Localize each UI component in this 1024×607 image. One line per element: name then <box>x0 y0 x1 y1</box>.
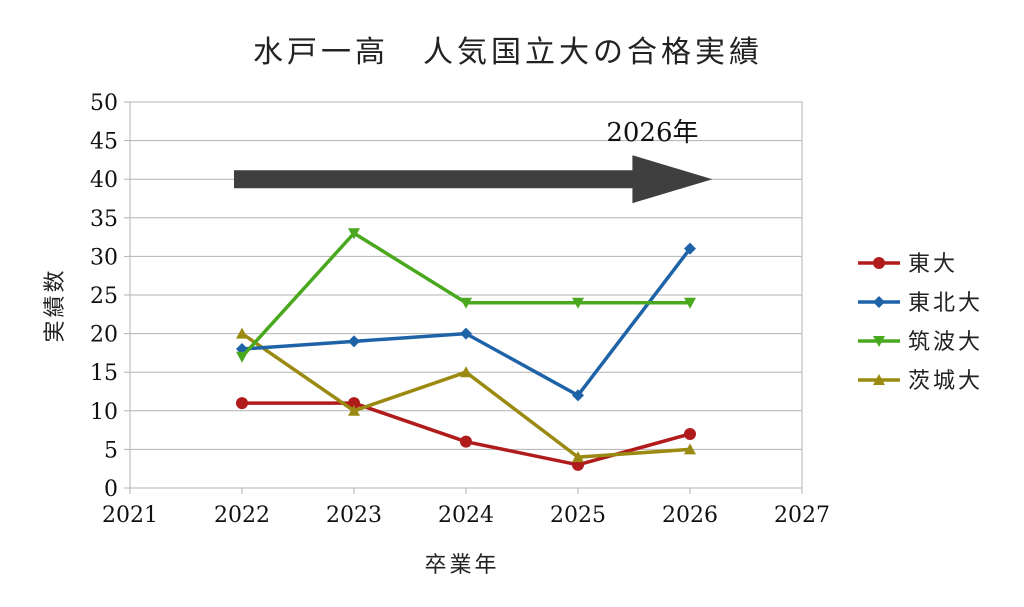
data-point <box>572 451 584 463</box>
legend-label: 東北大 <box>908 291 983 316</box>
y-tick-label: 40 <box>90 168 118 193</box>
x-tick-label: 2024 <box>438 503 494 528</box>
data-point <box>873 336 885 347</box>
y-tick-label: 10 <box>90 400 118 425</box>
data-point <box>460 297 472 309</box>
data-point <box>460 366 472 378</box>
legend-item: 東北大 <box>858 291 983 316</box>
y-tick-label: 30 <box>90 245 118 270</box>
x-tick-label: 2022 <box>214 503 270 528</box>
series-4 <box>236 327 696 463</box>
y-tick-label: 20 <box>90 323 118 348</box>
annotation: 2026年 <box>234 118 713 204</box>
y-tick-label: 50 <box>90 91 118 116</box>
data-point <box>236 351 248 363</box>
chart-title: 水戸一高 人気国立大の合格実績 <box>253 35 763 70</box>
series-group <box>236 228 696 471</box>
x-tick-label: 2027 <box>774 503 830 528</box>
y-tick-label: 5 <box>104 438 118 463</box>
data-point <box>460 435 472 448</box>
series-3 <box>236 228 696 363</box>
data-point <box>572 297 584 309</box>
data-point <box>684 427 696 440</box>
data-point <box>873 296 885 308</box>
legend-label: 東大 <box>908 252 958 277</box>
annotation-label: 2026年 <box>606 118 698 148</box>
x-tick-label: 2025 <box>550 503 606 528</box>
data-point <box>460 327 472 340</box>
x-tick-label: 2023 <box>326 503 382 528</box>
data-point <box>348 228 360 240</box>
y-tick-label: 15 <box>90 361 118 386</box>
data-point <box>236 397 248 410</box>
y-axis: 0 5 10 15 20 25 30 35 40 45 50 <box>90 91 130 502</box>
x-axis: 2021 2022 2023 2024 2025 2026 2027 <box>102 488 830 528</box>
data-point <box>684 242 696 255</box>
y-tick-label: 45 <box>90 130 118 155</box>
x-tick-label: 2021 <box>102 503 158 528</box>
data-point <box>572 389 584 402</box>
data-point <box>348 335 360 348</box>
x-tick-label: 2026 <box>662 503 718 528</box>
legend-label: 筑波大 <box>908 330 983 355</box>
y-axis-label: 実績数 <box>43 267 68 342</box>
data-point <box>684 443 696 455</box>
arrow-annotation <box>234 155 713 204</box>
legend-item: 筑波大 <box>858 330 983 355</box>
data-point <box>873 257 885 269</box>
data-point <box>236 327 248 339</box>
y-tick-label: 35 <box>90 207 118 232</box>
data-point <box>348 397 360 410</box>
series-2 <box>236 242 696 402</box>
data-point <box>873 374 885 385</box>
x-axis-label: 卒業年 <box>424 553 499 578</box>
data-point <box>684 297 696 309</box>
data-point <box>348 404 360 416</box>
y-tick-label: 0 <box>104 477 118 502</box>
legend-label: 茨城大 <box>908 369 983 394</box>
legend-item: 東大 <box>858 252 958 277</box>
legend-item: 茨城大 <box>858 369 983 394</box>
y-tick-label: 25 <box>90 284 118 309</box>
